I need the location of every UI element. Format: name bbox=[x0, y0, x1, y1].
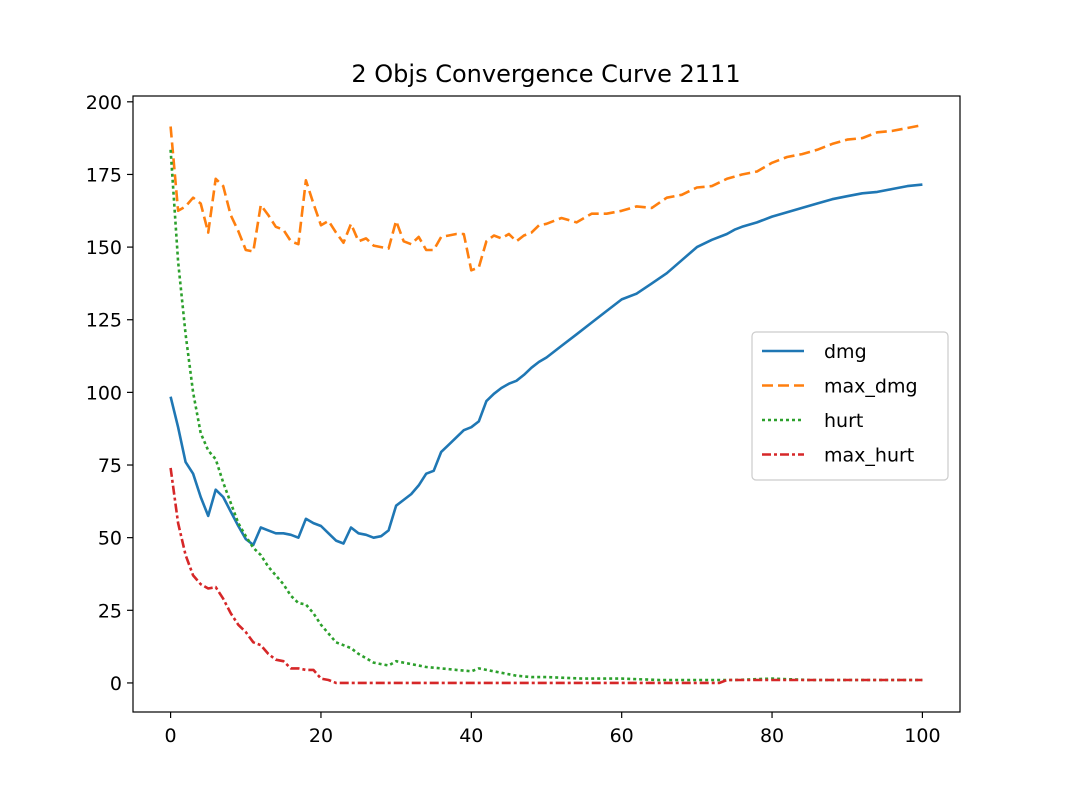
series-line-max-dmg bbox=[169, 123, 923, 272]
legend-label-max-hurt: max_hurt bbox=[824, 445, 914, 467]
series-line-max-hurt bbox=[169, 467, 923, 685]
x-tick-label: 80 bbox=[760, 725, 784, 747]
x-tick-label: 100 bbox=[904, 725, 940, 747]
legend-label-hurt: hurt bbox=[824, 410, 863, 432]
plot-frame bbox=[132, 95, 961, 713]
y-tick-label: 100 bbox=[86, 382, 122, 404]
y-tick-label: 0 bbox=[110, 673, 122, 695]
series-line-hurt bbox=[169, 149, 923, 682]
y-tick-label: 125 bbox=[86, 310, 122, 332]
series-layer bbox=[169, 123, 923, 685]
legend-label-dmg: dmg bbox=[824, 341, 867, 363]
legend-label-max-dmg: max_dmg bbox=[824, 376, 918, 398]
x-tick-label: 0 bbox=[165, 725, 177, 747]
x-tick-label: 60 bbox=[610, 725, 634, 747]
x-tick-label: 20 bbox=[309, 725, 333, 747]
series-line-dmg bbox=[169, 183, 923, 547]
x-tick-label: 40 bbox=[459, 725, 483, 747]
y-axis: 0 25 50 75 100 125 150 175 200 bbox=[86, 92, 133, 695]
chart-title: 2 Objs Convergence Curve 2111 bbox=[351, 60, 740, 88]
y-tick-label: 25 bbox=[98, 600, 122, 622]
y-tick-label: 175 bbox=[86, 164, 122, 186]
y-tick-label: 200 bbox=[86, 92, 122, 114]
x-axis: 0 20 40 60 80 100 bbox=[165, 712, 941, 747]
y-tick-label: 50 bbox=[98, 528, 122, 550]
y-tick-label: 150 bbox=[86, 237, 122, 259]
y-tick-label: 75 bbox=[98, 455, 122, 477]
legend-box bbox=[751, 331, 949, 481]
